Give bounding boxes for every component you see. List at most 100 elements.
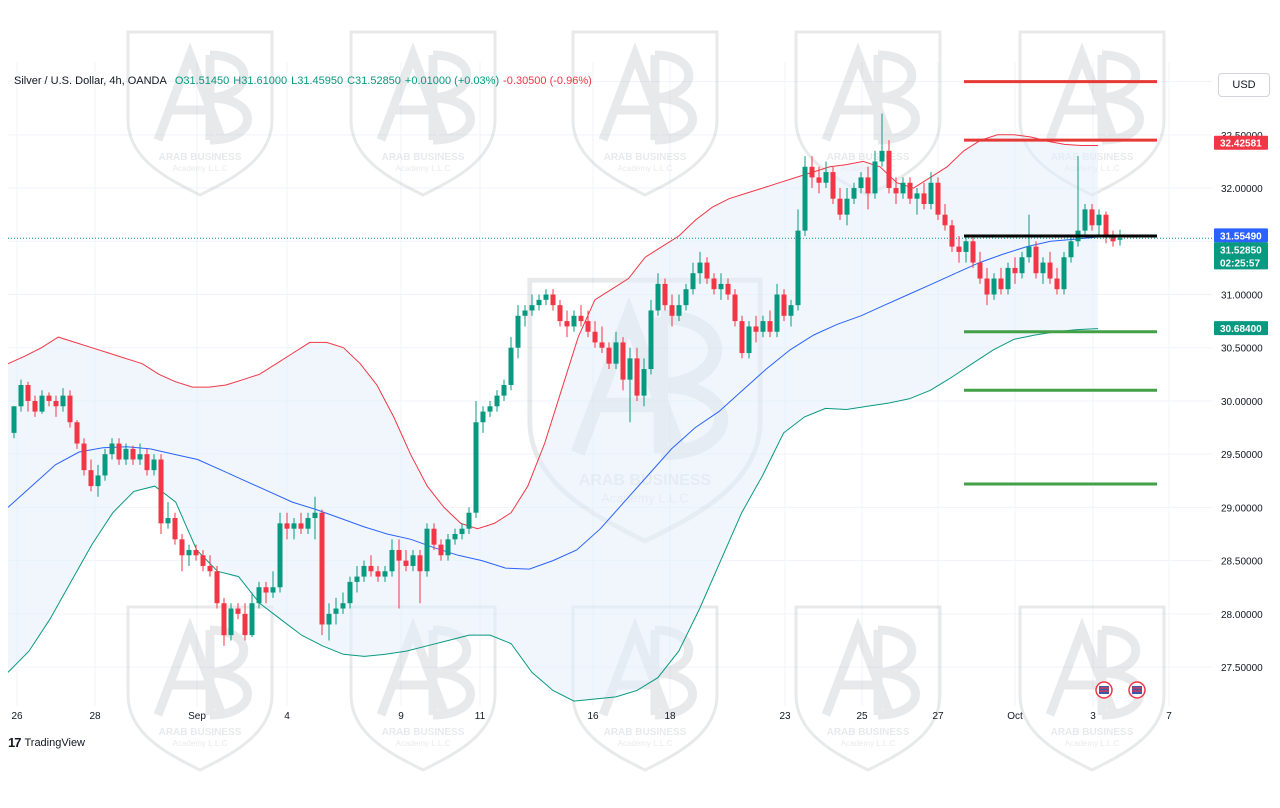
candle-body[interactable] xyxy=(375,571,381,577)
candle-body[interactable] xyxy=(473,422,479,513)
candle-body[interactable] xyxy=(984,278,990,295)
candle-body[interactable] xyxy=(1033,246,1039,274)
candle-body[interactable] xyxy=(921,193,927,205)
candle-body[interactable] xyxy=(1103,214,1109,236)
candle-body[interactable] xyxy=(403,560,409,566)
candle-body[interactable] xyxy=(683,289,689,306)
candle-body[interactable] xyxy=(963,241,969,252)
candle-body[interactable] xyxy=(802,166,808,231)
candle-body[interactable] xyxy=(781,294,787,316)
candle-body[interactable] xyxy=(165,518,171,524)
candle-body[interactable] xyxy=(109,443,115,455)
candle-body[interactable] xyxy=(312,512,318,519)
candle-body[interactable] xyxy=(1096,214,1102,226)
us-event-flag-icon[interactable] xyxy=(1095,681,1113,699)
candle-body[interactable] xyxy=(501,384,507,396)
candle-body[interactable] xyxy=(669,305,675,316)
candle-body[interactable] xyxy=(893,188,899,194)
candle-body[interactable] xyxy=(599,342,605,348)
candle-body[interactable] xyxy=(648,310,654,370)
candle-body[interactable] xyxy=(809,166,815,178)
candle-body[interactable] xyxy=(690,273,696,290)
candle-body[interactable] xyxy=(641,369,647,396)
candle-body[interactable] xyxy=(410,555,416,566)
candle-body[interactable] xyxy=(991,278,997,295)
candle-body[interactable] xyxy=(417,555,423,572)
candle-body[interactable] xyxy=(389,549,395,572)
candle-body[interactable] xyxy=(592,331,598,343)
candle-body[interactable] xyxy=(508,347,514,385)
candle-body[interactable] xyxy=(151,459,157,471)
candle-body[interactable] xyxy=(18,384,24,407)
candle-body[interactable] xyxy=(907,182,913,199)
candle-body[interactable] xyxy=(578,315,584,322)
candle-body[interactable] xyxy=(445,539,451,556)
candle-body[interactable] xyxy=(221,603,227,636)
candle-body[interactable] xyxy=(942,214,948,226)
candle-body[interactable] xyxy=(431,528,437,545)
candle-body[interactable] xyxy=(228,608,234,636)
candle-body[interactable] xyxy=(186,549,192,556)
candle-body[interactable] xyxy=(676,305,682,316)
candle-body[interactable] xyxy=(823,172,829,183)
candle-body[interactable] xyxy=(977,262,983,279)
candle-body[interactable] xyxy=(1117,238,1123,240)
candle-body[interactable] xyxy=(25,384,31,401)
candle-body[interactable] xyxy=(767,321,773,332)
candle-body[interactable] xyxy=(627,358,633,380)
candle-body[interactable] xyxy=(816,177,822,183)
candle-body[interactable] xyxy=(144,454,150,471)
candle-body[interactable] xyxy=(179,539,185,556)
candle-body[interactable] xyxy=(130,448,136,460)
candle-body[interactable] xyxy=(361,565,367,577)
candle-body[interactable] xyxy=(242,613,248,636)
candle-body[interactable] xyxy=(1061,257,1067,290)
candle-body[interactable] xyxy=(795,230,801,306)
candle-body[interactable] xyxy=(725,283,731,295)
candle-body[interactable] xyxy=(102,454,108,476)
candle-body[interactable] xyxy=(1005,267,1011,290)
candle-body[interactable] xyxy=(655,283,661,311)
candle-body[interactable] xyxy=(970,241,976,263)
candle-body[interactable] xyxy=(851,188,857,199)
candle-body[interactable] xyxy=(788,305,794,316)
candle-body[interactable] xyxy=(284,523,290,529)
candle-body[interactable] xyxy=(837,198,843,215)
candle-body[interactable] xyxy=(697,262,703,274)
candle-body[interactable] xyxy=(277,523,283,588)
candle-body[interactable] xyxy=(438,544,444,556)
candle-body[interactable] xyxy=(564,321,570,327)
candle-body[interactable] xyxy=(935,182,941,215)
candle-body[interactable] xyxy=(1012,267,1018,274)
candle-body[interactable] xyxy=(928,182,934,205)
candle-body[interactable] xyxy=(326,613,332,625)
candle-body[interactable] xyxy=(879,150,885,162)
candle-body[interactable] xyxy=(774,294,780,332)
candle-body[interactable] xyxy=(452,534,458,540)
candle-body[interactable] xyxy=(732,294,738,322)
candle-body[interactable] xyxy=(123,448,129,460)
candle-body[interactable] xyxy=(214,571,220,604)
candle-body[interactable] xyxy=(529,305,535,311)
candle-body[interactable] xyxy=(949,225,955,247)
candle-body[interactable] xyxy=(1047,262,1053,279)
candle-body[interactable] xyxy=(368,565,374,572)
candle-body[interactable] xyxy=(424,528,430,572)
candle-body[interactable] xyxy=(1019,257,1025,274)
candle-body[interactable] xyxy=(354,576,360,582)
candle-body[interactable] xyxy=(81,443,87,471)
candle-body[interactable] xyxy=(305,518,311,529)
candle-body[interactable] xyxy=(956,246,962,252)
candle-body[interactable] xyxy=(739,321,745,354)
candle-body[interactable] xyxy=(60,395,66,407)
candle-body[interactable] xyxy=(263,587,269,593)
candle-body[interactable] xyxy=(662,283,668,306)
candle-body[interactable] xyxy=(746,326,752,354)
symbol-label[interactable]: Silver / U.S. Dollar, 4h, OANDA xyxy=(14,75,167,87)
candle-body[interactable] xyxy=(319,512,325,625)
candle-body[interactable] xyxy=(550,294,556,306)
candle-body[interactable] xyxy=(270,587,276,593)
candle-body[interactable] xyxy=(396,549,402,561)
